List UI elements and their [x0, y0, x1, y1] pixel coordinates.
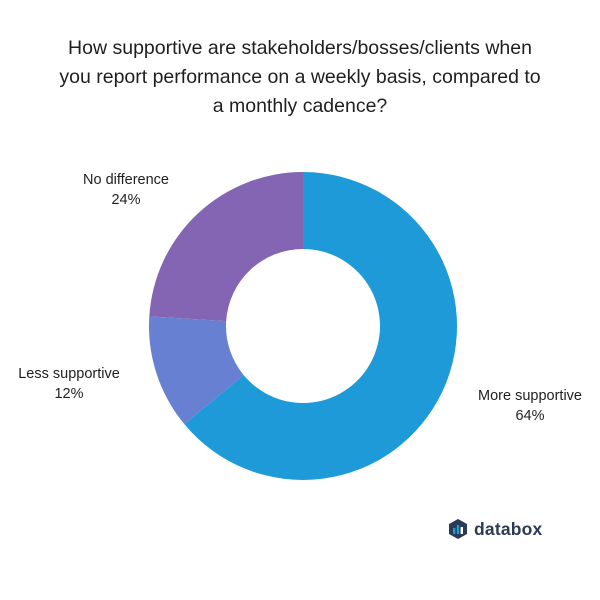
- slice-label-more-supportive: More supportive 64%: [455, 386, 600, 426]
- slice-label-value: 64%: [515, 408, 545, 424]
- slice-label-less-supportive: Less supportive 12%: [0, 364, 138, 404]
- databox-logo-icon: [449, 519, 467, 539]
- chart-title-line: a monthly cadence?: [212, 95, 388, 117]
- slice-label-name: More supportive: [478, 388, 582, 404]
- chart-title-line: you report performance on a weekly basis…: [59, 66, 541, 88]
- donut-slices: [149, 172, 458, 481]
- chart-title-line: How supportive are stakeholders/bosses/c…: [68, 37, 532, 59]
- slice-label-name: No difference: [83, 172, 169, 188]
- chart-title: How supportive are stakeholders/bosses/c…: [20, 34, 580, 121]
- donut-slice-no-difference: [149, 172, 303, 322]
- donut-slice-more-supportive: [184, 172, 458, 481]
- brand-logo: databox: [448, 516, 543, 542]
- brand-name: databox: [474, 518, 543, 539]
- donut-slice-less-supportive: [149, 316, 244, 425]
- slice-label-no-difference: No difference 24%: [56, 170, 196, 210]
- slice-label-name: Less supportive: [18, 366, 120, 382]
- slice-label-value: 12%: [54, 386, 84, 402]
- slice-label-value: 24%: [111, 192, 141, 208]
